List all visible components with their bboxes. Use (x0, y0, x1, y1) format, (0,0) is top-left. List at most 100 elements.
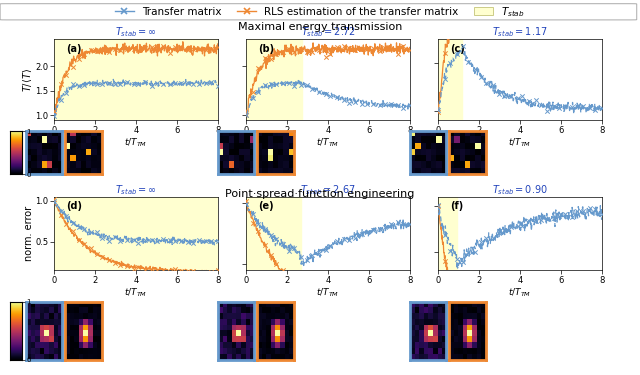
Point (158, 81, 168, 87)
Point (398, 44, 408, 50)
Point (284, 46, 294, 53)
Point (488, 82, 498, 88)
Title: $T_{stab} = \infty$: $T_{stab} = \infty$ (115, 183, 157, 197)
Point (164, 50, 175, 55)
Point (170, 44, 180, 50)
Point (375, 226, 385, 232)
Point (201, 80, 211, 86)
Point (393, 314, 403, 320)
Title: $T_{stab} = 1.17$: $T_{stab} = 1.17$ (492, 26, 548, 39)
Point (325, 304, 335, 310)
Point (147, 82, 157, 88)
Point (302, 258, 312, 264)
Point (350, 235, 360, 241)
Point (266, 81, 276, 87)
Point (152, 267, 162, 273)
Point (49, 112, 60, 118)
Point (259, 242, 269, 248)
Point (585, 205, 595, 211)
Point (212, 238, 223, 244)
Title: $T_{stab} = 0.90$: $T_{stab} = 0.90$ (492, 183, 548, 197)
Point (164, 268, 175, 274)
Point (195, 81, 205, 87)
Title: $T_{stab} = 2.72$: $T_{stab} = 2.72$ (301, 26, 355, 39)
Point (266, 232, 276, 238)
Point (92, 251, 102, 257)
Point (176, 44, 186, 50)
Point (248, 220, 258, 226)
Point (49, 198, 60, 204)
Point (325, 51, 335, 57)
Point (302, 49, 312, 55)
Point (325, 93, 335, 99)
Point (115, 238, 125, 244)
Point (212, 267, 223, 273)
Point (451, 256, 461, 262)
Point (321, 300, 331, 306)
Point (481, 235, 492, 241)
Point (206, 269, 216, 275)
Point (350, 309, 360, 315)
Point (463, 249, 473, 255)
Point (271, 261, 281, 267)
Point (499, 93, 509, 99)
Point (362, 311, 372, 317)
Bar (54, 39, 218, 120)
Point (74, 237, 84, 243)
Point (499, 227, 509, 233)
Point (183, 268, 193, 274)
Point (110, 260, 120, 266)
X-axis label: $t/T_{TM}$: $t/T_{TM}$ (316, 286, 340, 299)
Point (133, 240, 143, 246)
Point (266, 56, 276, 62)
Point (97, 46, 108, 52)
Point (284, 248, 294, 254)
Point (404, 318, 415, 324)
Point (596, 105, 607, 111)
X-axis label: $t/T_{TM}$: $t/T_{TM}$ (124, 286, 148, 299)
Point (451, 51, 461, 57)
Point (404, 46, 415, 53)
Point (375, 102, 385, 108)
Bar (438, 197, 457, 270)
Point (61, 220, 71, 226)
Bar (246, 39, 302, 120)
Point (440, 232, 450, 238)
X-axis label: $t/T_{TM}$: $t/T_{TM}$ (124, 136, 148, 149)
Point (451, 4, 461, 10)
Point (393, 219, 403, 225)
Point (140, 45, 150, 51)
Point (67, 81, 77, 87)
Point (445, 60, 455, 66)
Point (79, 226, 89, 232)
Point (451, 313, 461, 319)
Y-axis label: $T/\langle T\rangle$: $T/\langle T\rangle$ (20, 68, 34, 92)
Point (278, 242, 288, 248)
Point (49, 196, 60, 202)
Point (241, 198, 252, 204)
Point (129, 81, 139, 87)
Point (188, 81, 198, 87)
Point (158, 44, 168, 50)
Point (458, 259, 468, 265)
Point (368, 100, 378, 106)
Point (201, 238, 211, 244)
Point (476, 74, 486, 80)
Y-axis label: norm. error: norm. error (24, 206, 34, 261)
Point (463, 59, 473, 65)
Point (49, 108, 60, 114)
Point (368, 45, 378, 51)
Point (554, 105, 564, 111)
Title: $T_{stab} = 2.67$: $T_{stab} = 2.67$ (300, 183, 356, 197)
Point (110, 234, 120, 240)
Point (398, 316, 408, 322)
Point (97, 254, 108, 260)
Point (433, 202, 444, 208)
Point (536, 102, 546, 108)
Point (133, 47, 143, 53)
Point (104, 257, 114, 263)
Point (86, 246, 96, 252)
Point (339, 97, 349, 103)
Point (314, 89, 324, 95)
Point (56, 212, 66, 218)
